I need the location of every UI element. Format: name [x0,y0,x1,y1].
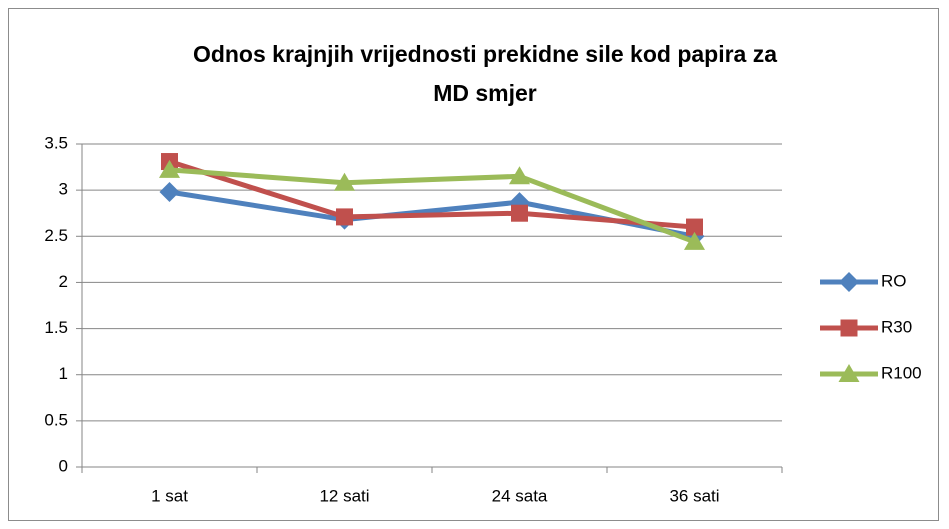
chart-border [8,8,939,521]
marker [686,218,703,236]
marker [840,319,858,337]
y-tick-label: 1 [59,364,68,383]
marker [159,181,180,202]
y-tick-label: 2.5 [44,226,68,245]
legend-label: R30 [881,317,912,336]
x-tick-label: 24 sata [492,486,548,505]
y-tick-label: 0.5 [44,410,68,429]
chart-title: MD smjer [433,80,537,106]
y-tick-label: 3.5 [44,133,68,152]
y-tick-label: 0 [59,456,68,475]
x-tick-label: 1 sat [151,486,188,505]
marker [838,364,860,382]
marker [839,272,859,292]
y-tick-label: 3 [59,180,68,199]
marker [509,166,530,185]
x-tick-label: 36 sati [669,486,719,505]
marker [336,208,353,226]
y-tick-label: 2 [59,272,68,291]
marker [511,204,528,222]
marker [334,172,355,191]
series-line [168,159,695,230]
x-tick-label: 12 sati [319,486,369,505]
series-line [169,167,696,245]
marker [159,159,180,178]
legend-label: RO [881,271,907,290]
marker [684,231,705,250]
y-tick-label: 1.5 [44,318,68,337]
chart-title: Odnos krajnjih vrijednosti prekidne sile… [193,41,777,67]
legend-label: R100 [881,363,922,382]
